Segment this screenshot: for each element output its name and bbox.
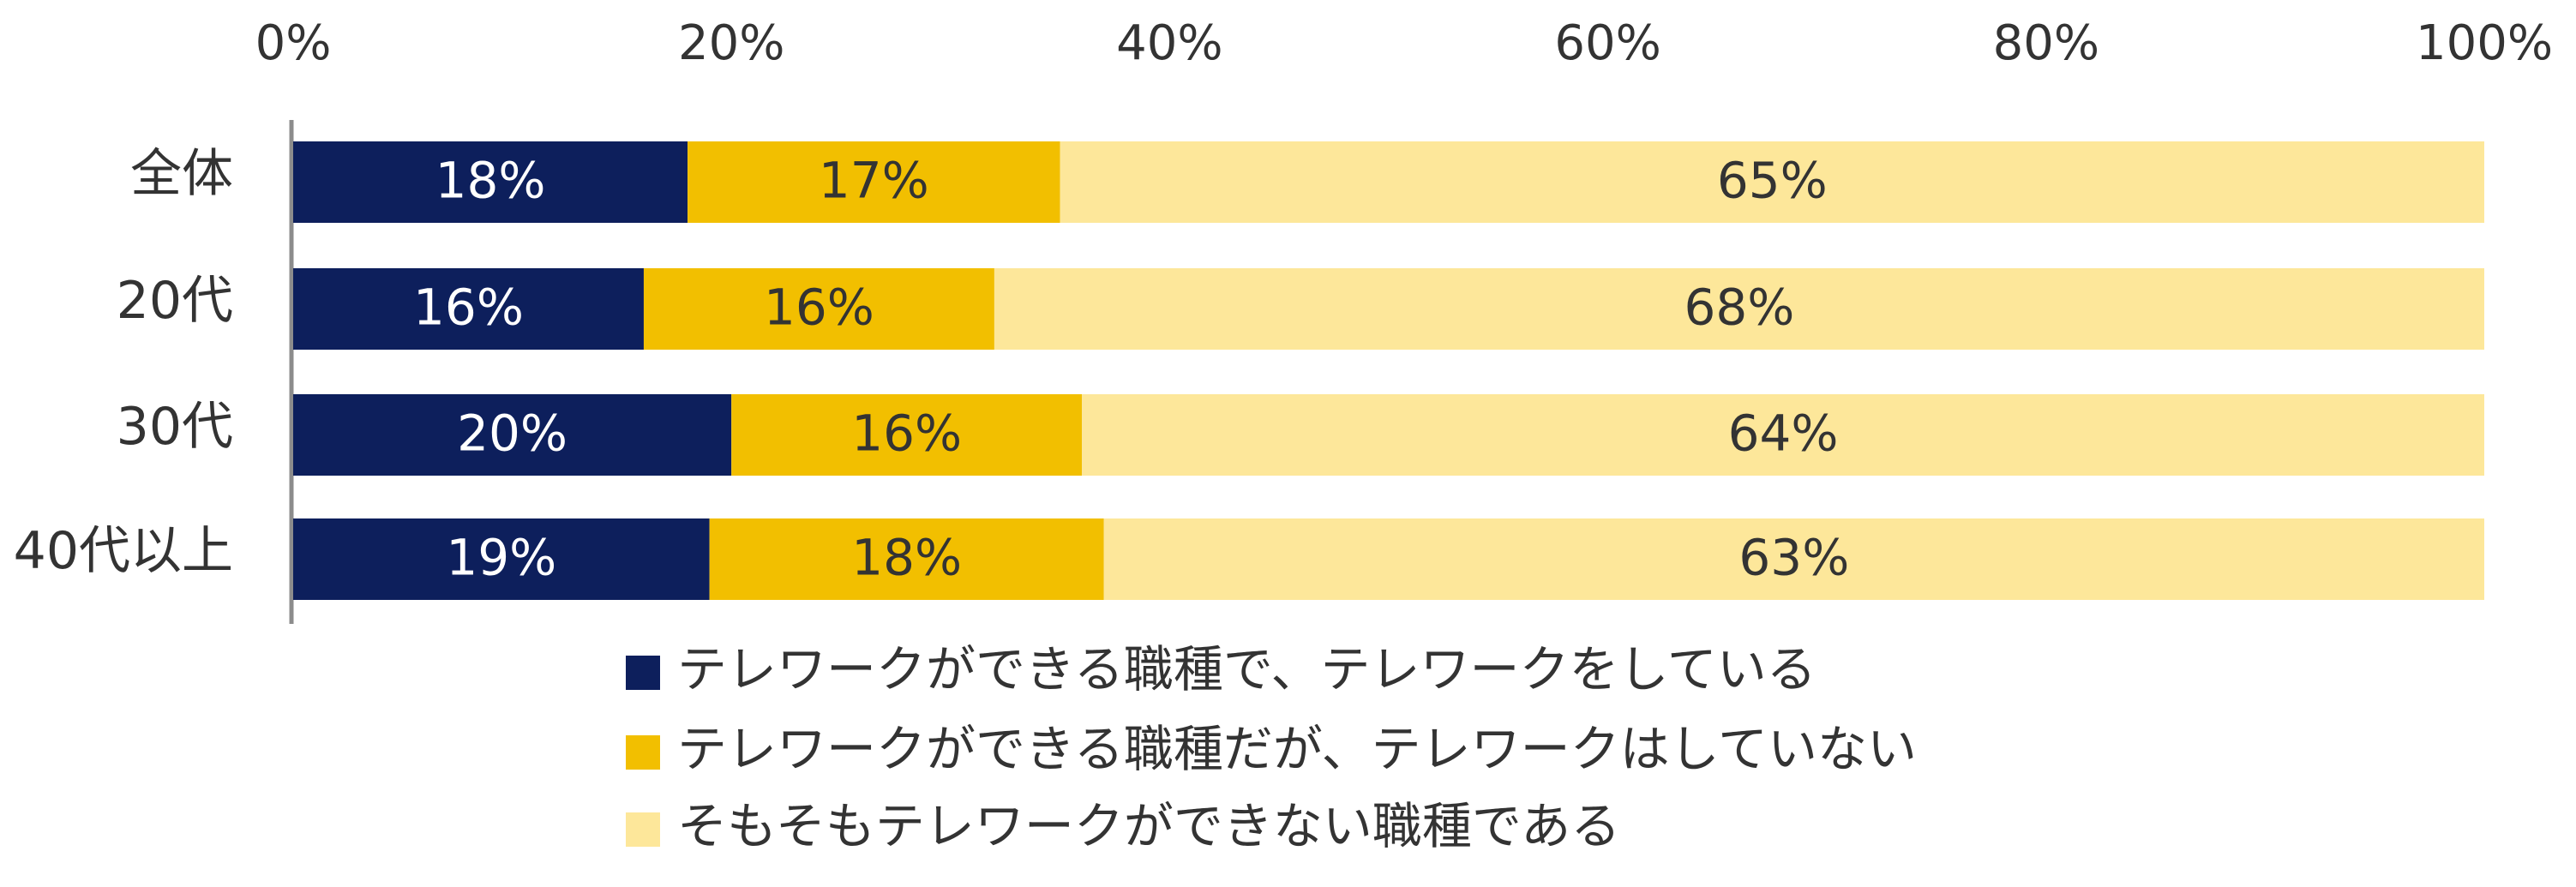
legend: テレワークができる職種で、テレワークをしているテレワークができる職種だが、テレワ…	[626, 640, 1917, 855]
x-tick-label: 60%	[1554, 15, 1660, 71]
bar-segment	[293, 268, 644, 350]
x-tick-label: 20%	[678, 15, 784, 71]
bar-segment	[1103, 518, 2484, 600]
bar-segment	[1060, 141, 2484, 223]
data-label: 20%	[457, 405, 567, 463]
bar-segment	[994, 268, 2484, 350]
legend-label: そもそもテレワークができない職種である	[677, 797, 1620, 855]
x-tick-label: 40%	[1116, 15, 1222, 71]
bar-segments	[293, 141, 2484, 600]
data-label: 16%	[764, 279, 874, 337]
bar-segment	[731, 394, 1083, 476]
x-tick-label: 0%	[255, 15, 332, 71]
bar-segment	[293, 518, 710, 600]
x-axis-tick-labels: 0% 20% 40% 60% 80% 100%	[255, 15, 2553, 71]
data-label: 17%	[819, 152, 929, 210]
data-label: 19%	[446, 529, 556, 587]
data-label: 65%	[1717, 152, 1828, 210]
bar-segment	[293, 394, 732, 476]
bar-segment	[293, 141, 688, 223]
data-labels: 18% 17% 65% 16% 16% 68% 20% 16% 64% 19% 18% 63%	[413, 152, 1849, 587]
legend-swatch	[626, 656, 660, 690]
category-label: 20代	[117, 271, 233, 331]
data-label: 64%	[1728, 405, 1839, 463]
bar-segment	[643, 268, 994, 350]
category-label: 全体	[130, 144, 233, 204]
x-tick-label: 100%	[2416, 15, 2553, 71]
data-label: 63%	[1738, 529, 1849, 587]
legend-label: テレワークができる職種で、テレワークをしている	[677, 640, 1816, 698]
data-label: 18%	[435, 152, 546, 210]
data-label: 16%	[851, 405, 962, 463]
data-label: 16%	[413, 279, 524, 337]
bar-segment	[1082, 394, 2484, 476]
y-axis-category-labels: 全体 20代 30代 40代以上	[14, 144, 233, 581]
category-label: 40代以上	[14, 521, 233, 581]
data-label: 68%	[1684, 279, 1794, 337]
bar-segment	[709, 518, 1104, 600]
data-label: 18%	[851, 529, 962, 587]
bar-segment	[688, 141, 1060, 223]
legend-label: テレワークができる職種だが、テレワークはしていない	[677, 720, 1917, 778]
legend-swatch	[626, 735, 660, 770]
category-label: 30代	[117, 397, 233, 457]
x-tick-label: 80%	[1993, 15, 2099, 71]
legend-swatch	[626, 812, 660, 847]
